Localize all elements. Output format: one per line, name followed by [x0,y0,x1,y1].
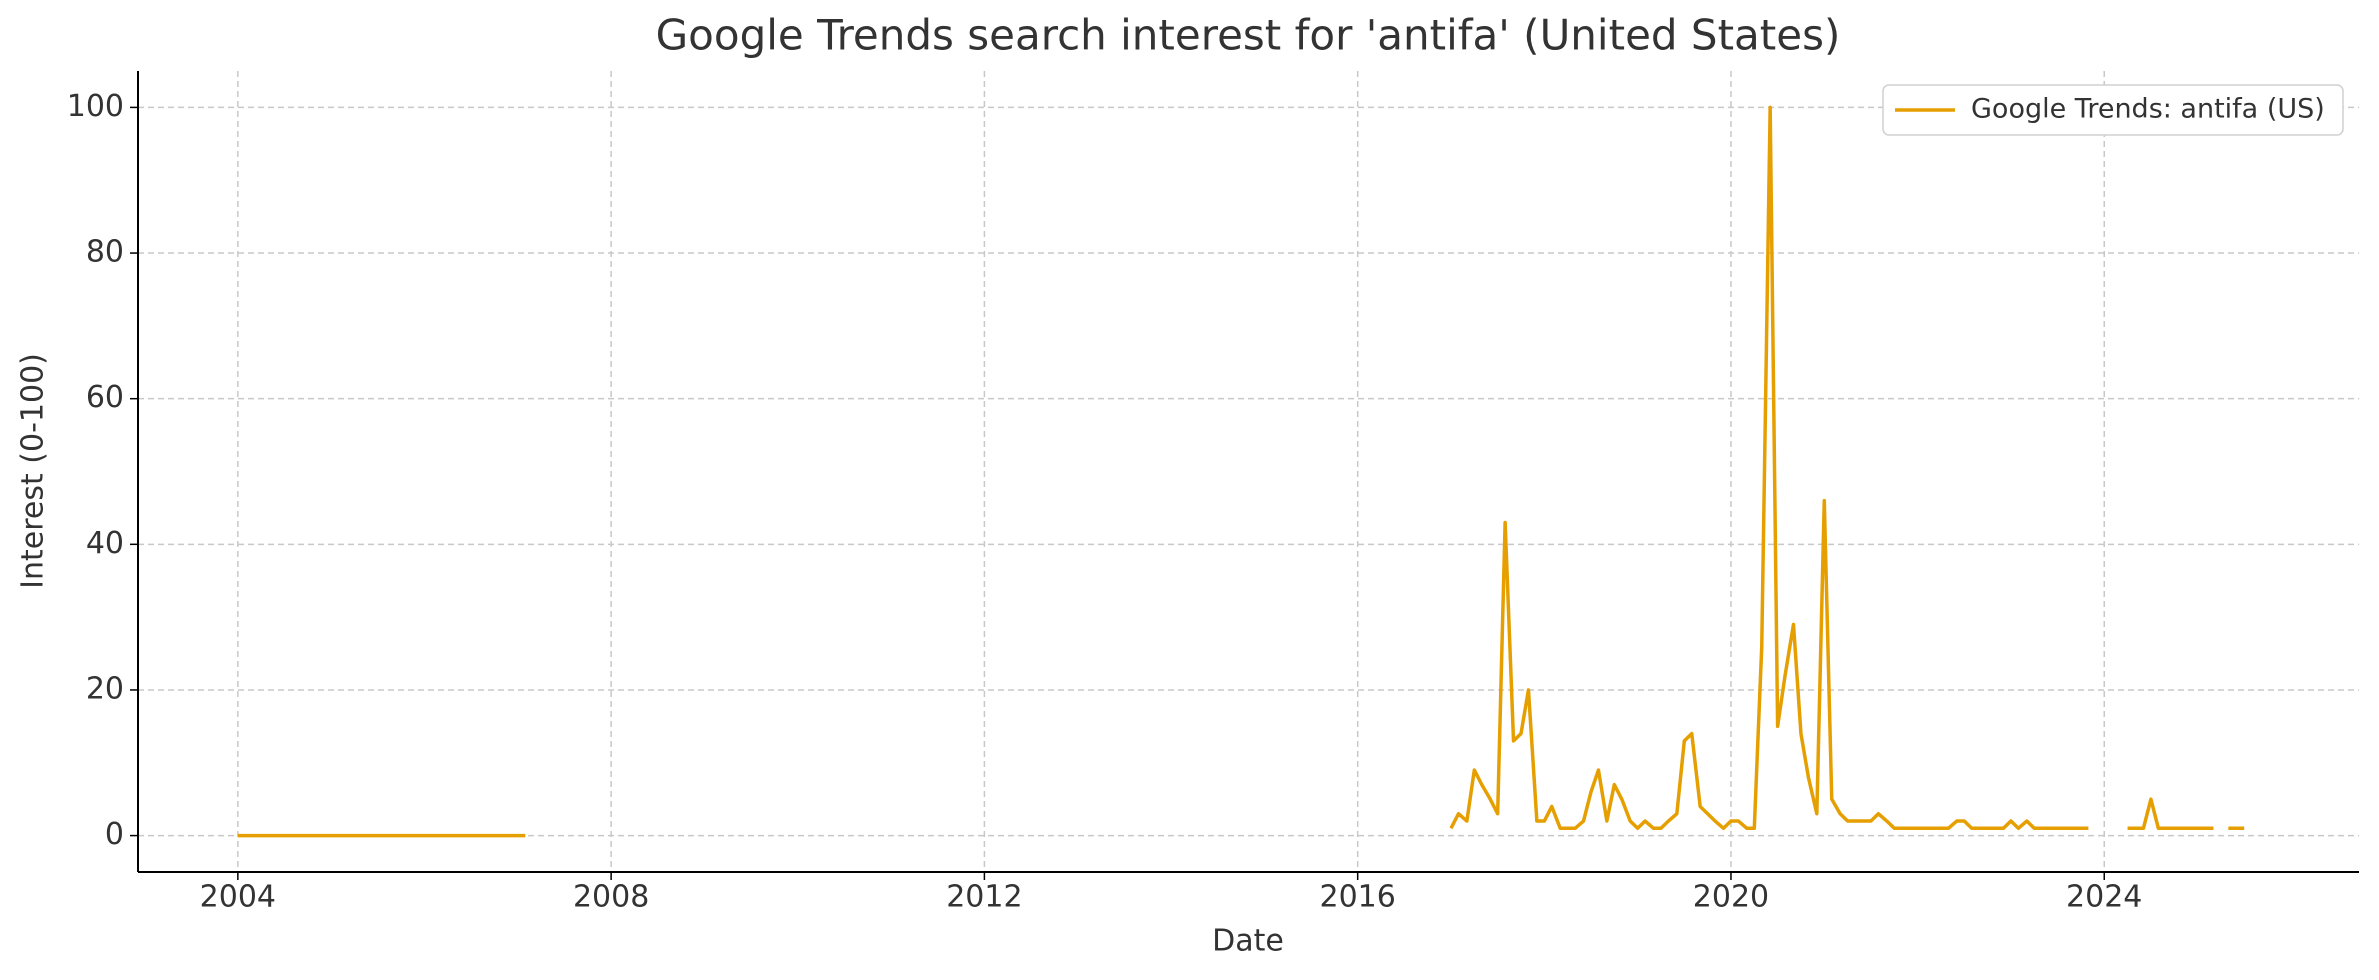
x-tick-label: 2016 [1320,880,1396,915]
y-tick-label: 80 [86,235,124,270]
x-tick-label: 2024 [2066,880,2142,915]
x-tick-label: 2020 [1693,880,1769,915]
y-axis-label: Interest (0-100) [16,353,51,589]
x-tick-label: 2004 [200,880,276,915]
x-tick-label: 2008 [573,880,649,915]
y-tick-label: 0 [105,817,124,852]
legend-label: Google Trends: antifa (US) [1971,94,2325,125]
x-tick-label: 2012 [946,880,1022,915]
chart-title: Google Trends search interest for 'antif… [656,11,1841,60]
y-tick-label: 100 [67,89,124,124]
x-axis-label: Date [1212,924,1284,959]
y-tick-label: 40 [86,526,124,561]
legend-box [1882,84,2344,136]
data-line [237,105,2245,838]
y-tick-label: 20 [86,671,124,706]
y-tick-label: 60 [86,380,124,415]
